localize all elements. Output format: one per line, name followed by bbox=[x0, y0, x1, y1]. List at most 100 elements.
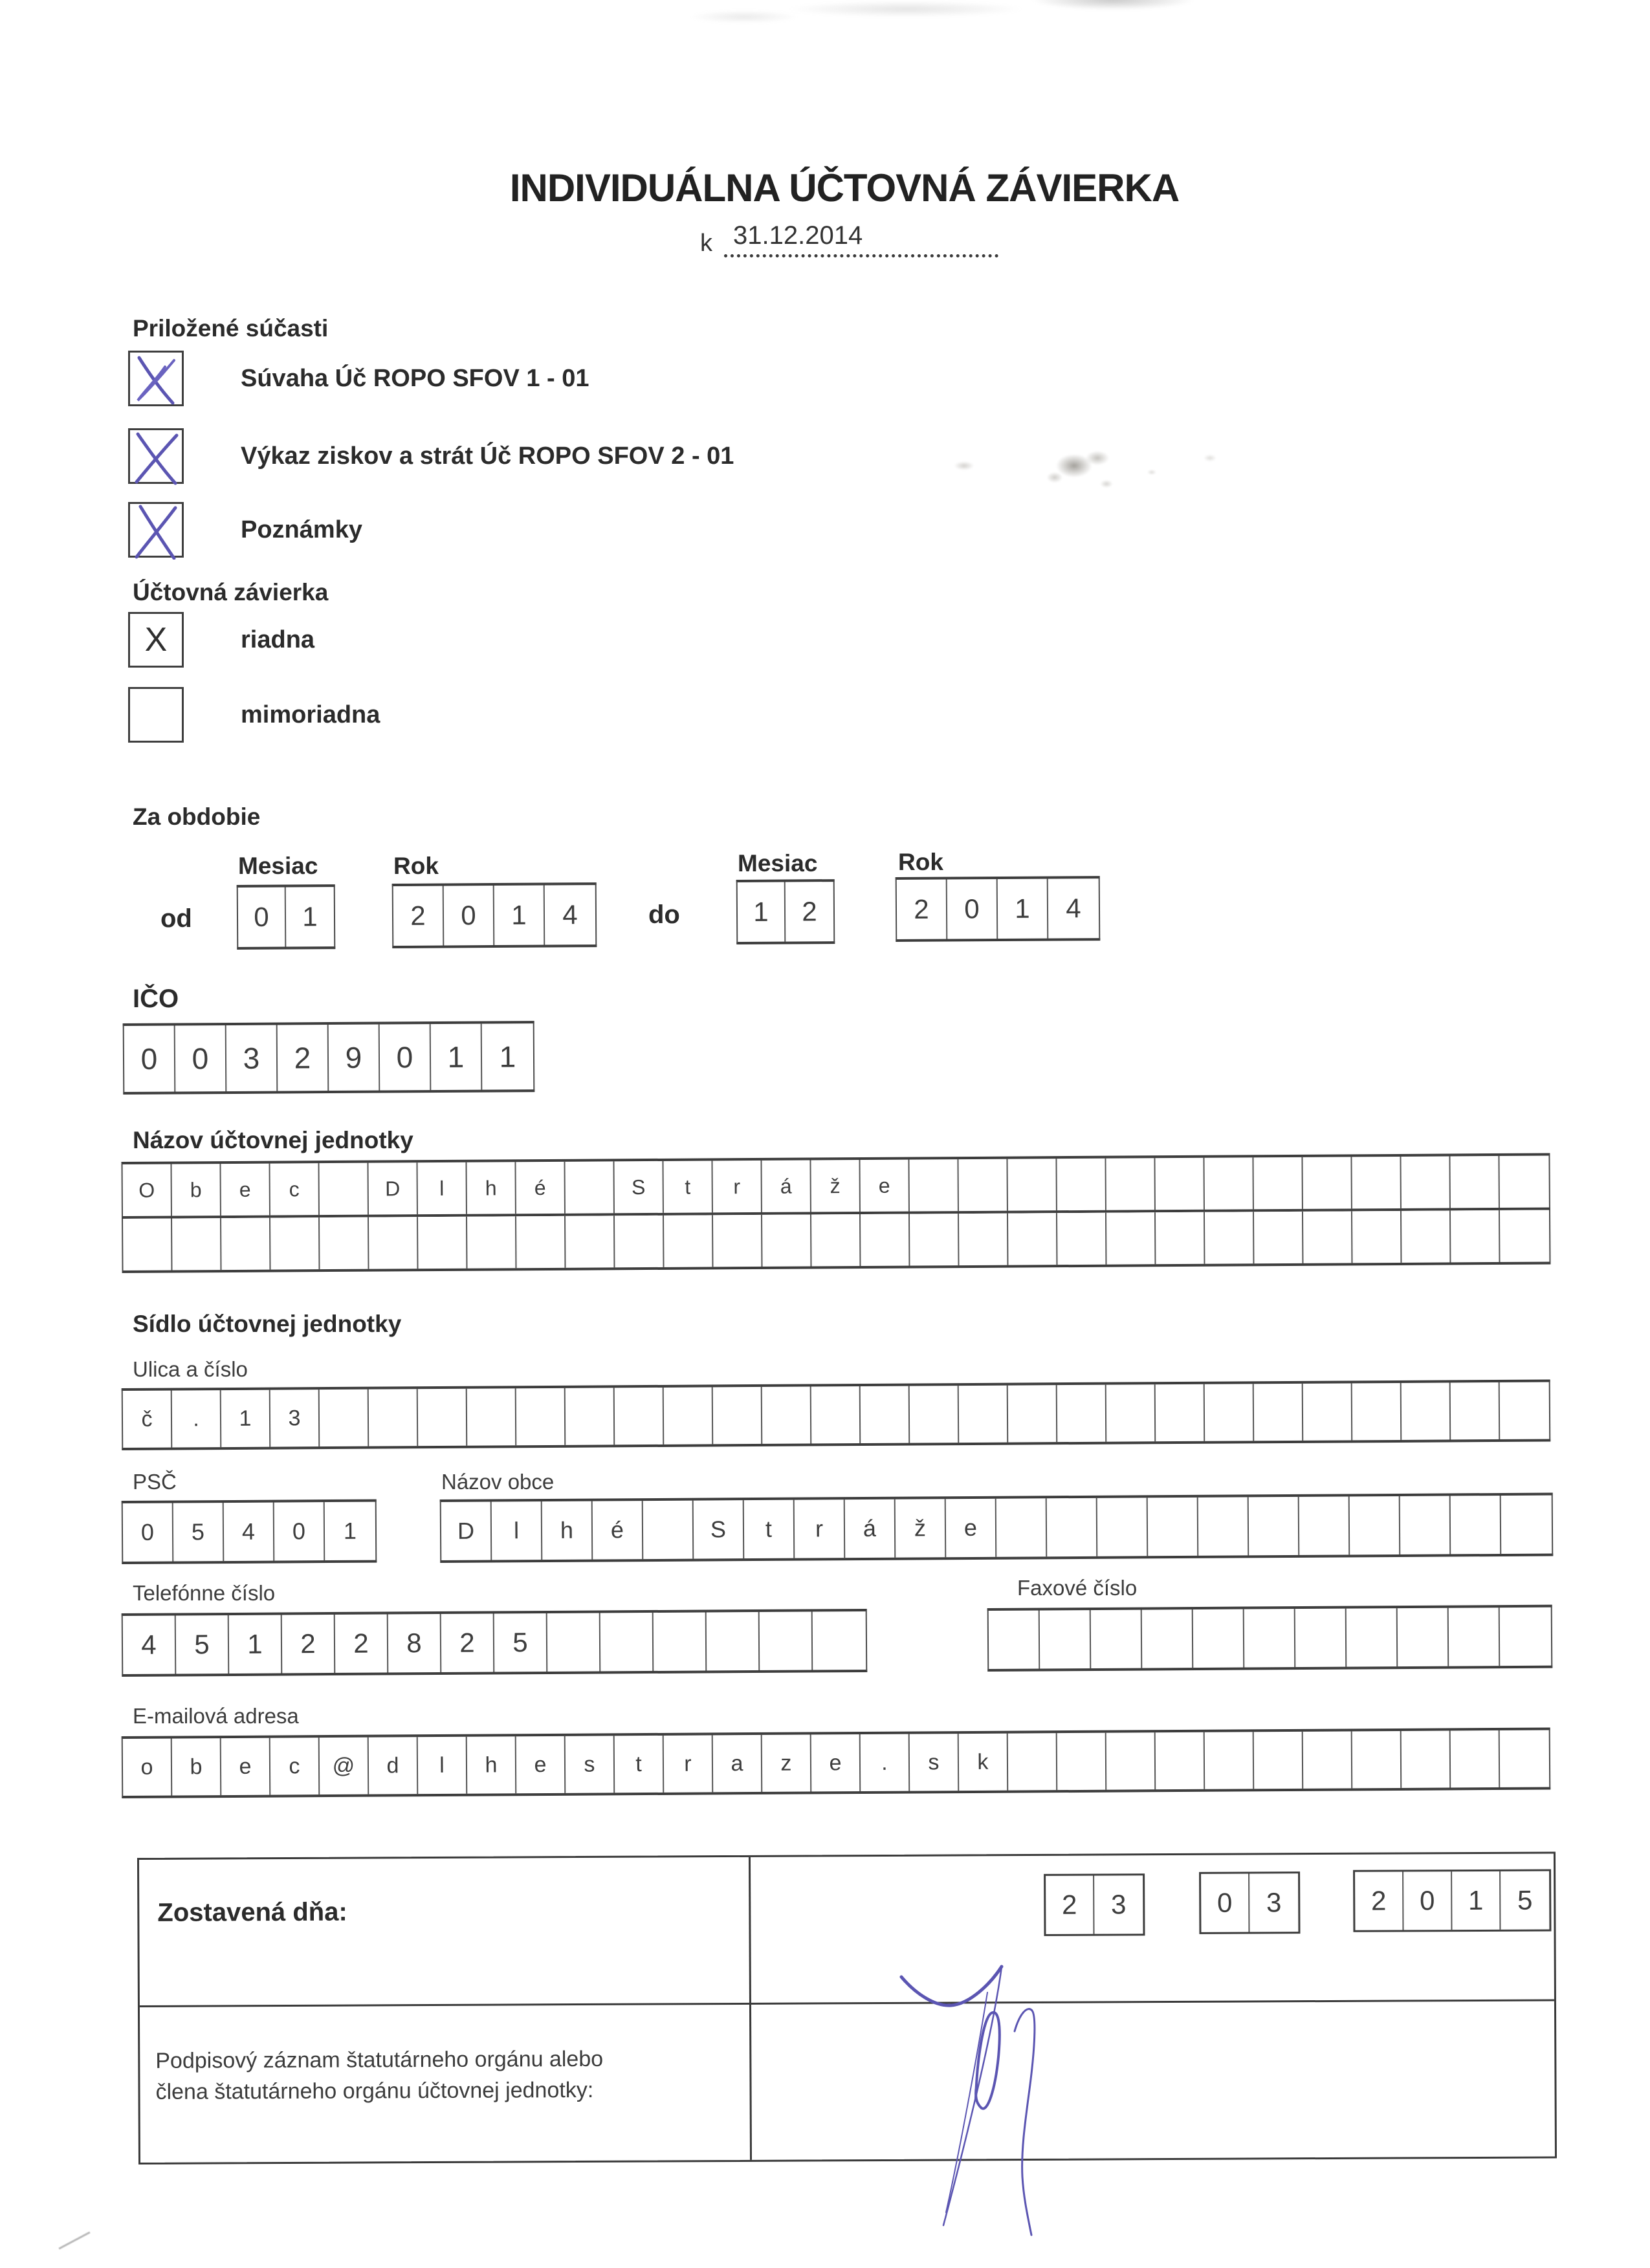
char-cell bbox=[547, 1613, 601, 1672]
char-cell: d bbox=[368, 1737, 419, 1794]
char-cell: 1 bbox=[499, 1040, 516, 1074]
checkbox-suvaha bbox=[128, 351, 184, 406]
attachment-label: Súvaha Úč ROPO SFOV 1 - 01 bbox=[241, 364, 589, 392]
char-cell: 0 bbox=[274, 1502, 325, 1561]
char-cell bbox=[1007, 1159, 1057, 1211]
char-cell bbox=[1500, 1210, 1549, 1262]
char-cell: 1 bbox=[302, 901, 318, 932]
from-label: od bbox=[160, 904, 192, 933]
char-cell: 0 bbox=[379, 1024, 432, 1091]
char-cell: 9 bbox=[328, 1024, 380, 1091]
char-cell: 0 bbox=[1201, 1873, 1250, 1932]
char-cell bbox=[1500, 1730, 1550, 1787]
char-cell: 5 bbox=[175, 1615, 230, 1674]
char-cell bbox=[1046, 1498, 1098, 1557]
char-cell bbox=[1500, 1608, 1552, 1666]
checkbox-vykaz bbox=[128, 428, 184, 485]
char-cell bbox=[516, 1388, 566, 1446]
char-cell bbox=[811, 1214, 861, 1267]
compiled-date-label: Zostavená dňa: bbox=[157, 1897, 347, 1927]
char-cell: b bbox=[171, 1164, 221, 1216]
char-cell bbox=[417, 1388, 468, 1446]
char-cell: D bbox=[441, 1501, 492, 1560]
char-cell: 0 bbox=[1403, 1871, 1453, 1930]
char-cell bbox=[1106, 1158, 1156, 1210]
date-prefix: k bbox=[700, 230, 712, 257]
char-cell bbox=[1253, 1383, 1304, 1441]
char-cell bbox=[663, 1387, 714, 1445]
char-cell bbox=[1352, 1382, 1402, 1441]
char-cell: 2 bbox=[335, 1614, 389, 1673]
char-cell bbox=[811, 1386, 861, 1444]
char-cell bbox=[1007, 1385, 1058, 1443]
char-cell: 0 bbox=[237, 887, 287, 947]
char-cell: 1 bbox=[737, 882, 786, 942]
char-cell: O bbox=[122, 1164, 172, 1216]
street-label: Ulica a číslo bbox=[133, 1357, 248, 1381]
char-cell bbox=[467, 1388, 517, 1446]
char-cell: z bbox=[762, 1734, 812, 1792]
char-cell: 1 bbox=[228, 1615, 283, 1674]
char-cell bbox=[653, 1612, 707, 1671]
char-cell bbox=[663, 1215, 714, 1267]
char-cell bbox=[1303, 1211, 1353, 1263]
char-cell: 0 bbox=[443, 886, 495, 946]
handwritten-x-mark bbox=[135, 505, 177, 560]
char-cell: t bbox=[614, 1735, 665, 1793]
char-cell bbox=[1352, 1156, 1402, 1209]
closing-option-label: mimoriadna bbox=[241, 701, 380, 728]
char-cell bbox=[565, 1388, 615, 1445]
char-cell: 5 bbox=[173, 1503, 225, 1562]
char-cell bbox=[123, 1218, 173, 1270]
char-cell: ž bbox=[811, 1160, 861, 1212]
char-cell bbox=[369, 1217, 419, 1269]
char-cell: e bbox=[860, 1159, 910, 1212]
char-cell bbox=[1500, 1382, 1550, 1439]
char-cell: l bbox=[417, 1162, 467, 1215]
char-cell: 4 bbox=[1066, 893, 1081, 924]
char-cell: 3 bbox=[1111, 1889, 1127, 1920]
char-cell bbox=[1106, 1732, 1156, 1790]
scan-smudge-top bbox=[660, 0, 1294, 36]
char-cell: 2 bbox=[393, 886, 445, 946]
char-cell: e bbox=[221, 1738, 271, 1796]
char-cell: 1 bbox=[343, 1517, 357, 1544]
char-cell: á bbox=[844, 1499, 896, 1558]
char-cell bbox=[1401, 1382, 1451, 1440]
fax-label: Faxové číslo bbox=[1017, 1576, 1138, 1600]
char-cell: S bbox=[693, 1500, 745, 1559]
char-cell: l bbox=[417, 1736, 468, 1794]
char-cell bbox=[958, 1213, 1009, 1266]
char-cell bbox=[706, 1611, 760, 1671]
char-cell bbox=[1147, 1497, 1199, 1556]
phone-label: Telefónne číslo bbox=[133, 1581, 276, 1605]
char-cell: č bbox=[122, 1390, 173, 1448]
attachment-row: Poznámky bbox=[128, 502, 362, 560]
char-cell: á bbox=[762, 1160, 811, 1212]
char-cell bbox=[319, 1389, 369, 1447]
char-cell: r bbox=[712, 1160, 762, 1213]
char-cell bbox=[909, 1386, 960, 1443]
char-cell bbox=[1303, 1731, 1353, 1789]
char-cell bbox=[1349, 1496, 1401, 1555]
char-cell bbox=[418, 1216, 468, 1269]
entity-heading: Názov účtovnej jednotky bbox=[133, 1127, 413, 1153]
char-cell: 2 bbox=[896, 879, 948, 939]
char-cell bbox=[1448, 1608, 1501, 1666]
char-cell bbox=[712, 1386, 763, 1445]
char-cell bbox=[988, 1610, 1040, 1669]
as-of-date-line: k 31.12.2014 bbox=[700, 221, 998, 257]
char-cell: D bbox=[368, 1162, 418, 1215]
char-cell: 0 bbox=[175, 1025, 227, 1092]
char-cell bbox=[516, 1216, 566, 1269]
printed-x-mark: X bbox=[144, 621, 168, 659]
char-cell bbox=[1501, 1496, 1552, 1554]
char-cell: h bbox=[467, 1736, 517, 1794]
month-label: Mesiac bbox=[238, 853, 318, 879]
char-cell bbox=[1499, 1156, 1548, 1208]
char-cell: k bbox=[958, 1733, 1009, 1791]
char-cell: r bbox=[663, 1735, 714, 1793]
